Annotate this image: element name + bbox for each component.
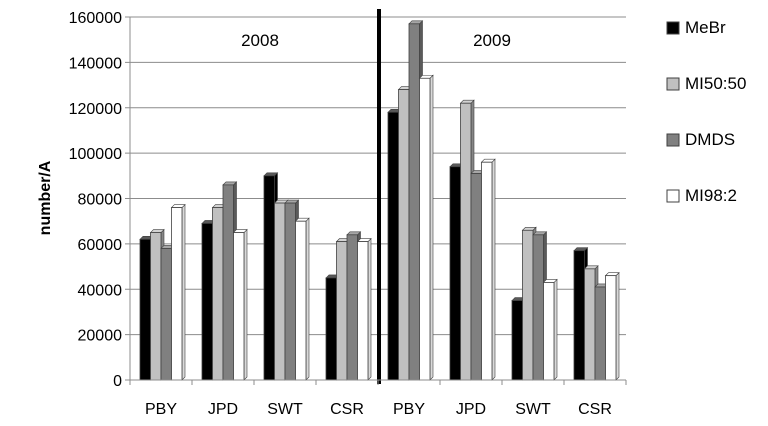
y-tick-label: 80000 xyxy=(78,192,123,209)
y-tick-label: 0 xyxy=(113,373,122,390)
y-tick-label: 20000 xyxy=(78,328,123,345)
bars xyxy=(139,9,620,384)
legend-label: MI50:50 xyxy=(685,74,746,93)
legend-item: MI50:50 xyxy=(666,74,746,93)
legend-swatch xyxy=(666,77,680,91)
y-tick-label: 40000 xyxy=(78,282,123,299)
y-tick-label: 120000 xyxy=(69,101,122,118)
x-tick-label: SWT xyxy=(515,401,551,418)
bar xyxy=(418,74,434,381)
legend-swatch xyxy=(666,21,680,35)
x-tick-label: JPD xyxy=(208,401,238,418)
legend: MeBr MI50:50 DMDS MI98:2 xyxy=(666,18,746,205)
legend-swatch xyxy=(666,189,680,203)
x-tick-label: SWT xyxy=(267,401,303,418)
bar xyxy=(356,237,372,381)
bar xyxy=(170,203,186,381)
bar xyxy=(232,228,248,381)
legend-label: MeBr xyxy=(685,18,726,37)
y-axis-title: number/A xyxy=(37,160,54,235)
legend-label: MI98:2 xyxy=(685,186,737,205)
x-tick-label: JPD xyxy=(456,401,486,418)
y-tick-label: 140000 xyxy=(69,55,122,72)
x-tick-label: CSR xyxy=(330,401,364,418)
bar xyxy=(294,217,310,381)
legend-item: DMDS xyxy=(666,130,735,149)
group-labels: 2008 2009 xyxy=(241,31,511,50)
y-tick-label: 60000 xyxy=(78,237,123,254)
legend-swatch xyxy=(666,133,680,147)
x-tick-label: CSR xyxy=(578,401,612,418)
y-tick-labels: 0 20000 40000 60000 80000 100000 120000 140000 1… xyxy=(69,10,122,390)
bar xyxy=(480,158,496,381)
x-tick-labels: PBY JPD SWT CSR PBY JPD SWT CSR xyxy=(145,401,612,418)
y-tick-label: 100000 xyxy=(69,146,122,163)
x-tick-label: PBY xyxy=(393,401,425,418)
axes xyxy=(129,17,627,385)
bar xyxy=(604,271,620,381)
legend-item: MI98:2 xyxy=(666,186,737,205)
y-tick-label: 160000 xyxy=(69,10,122,27)
legend-label: DMDS xyxy=(685,130,735,149)
legend-item: MeBr xyxy=(666,18,726,37)
bar xyxy=(542,278,558,381)
x-tick-label: PBY xyxy=(145,401,177,418)
group-label: 2009 xyxy=(473,31,511,50)
group-label: 2008 xyxy=(241,31,279,50)
